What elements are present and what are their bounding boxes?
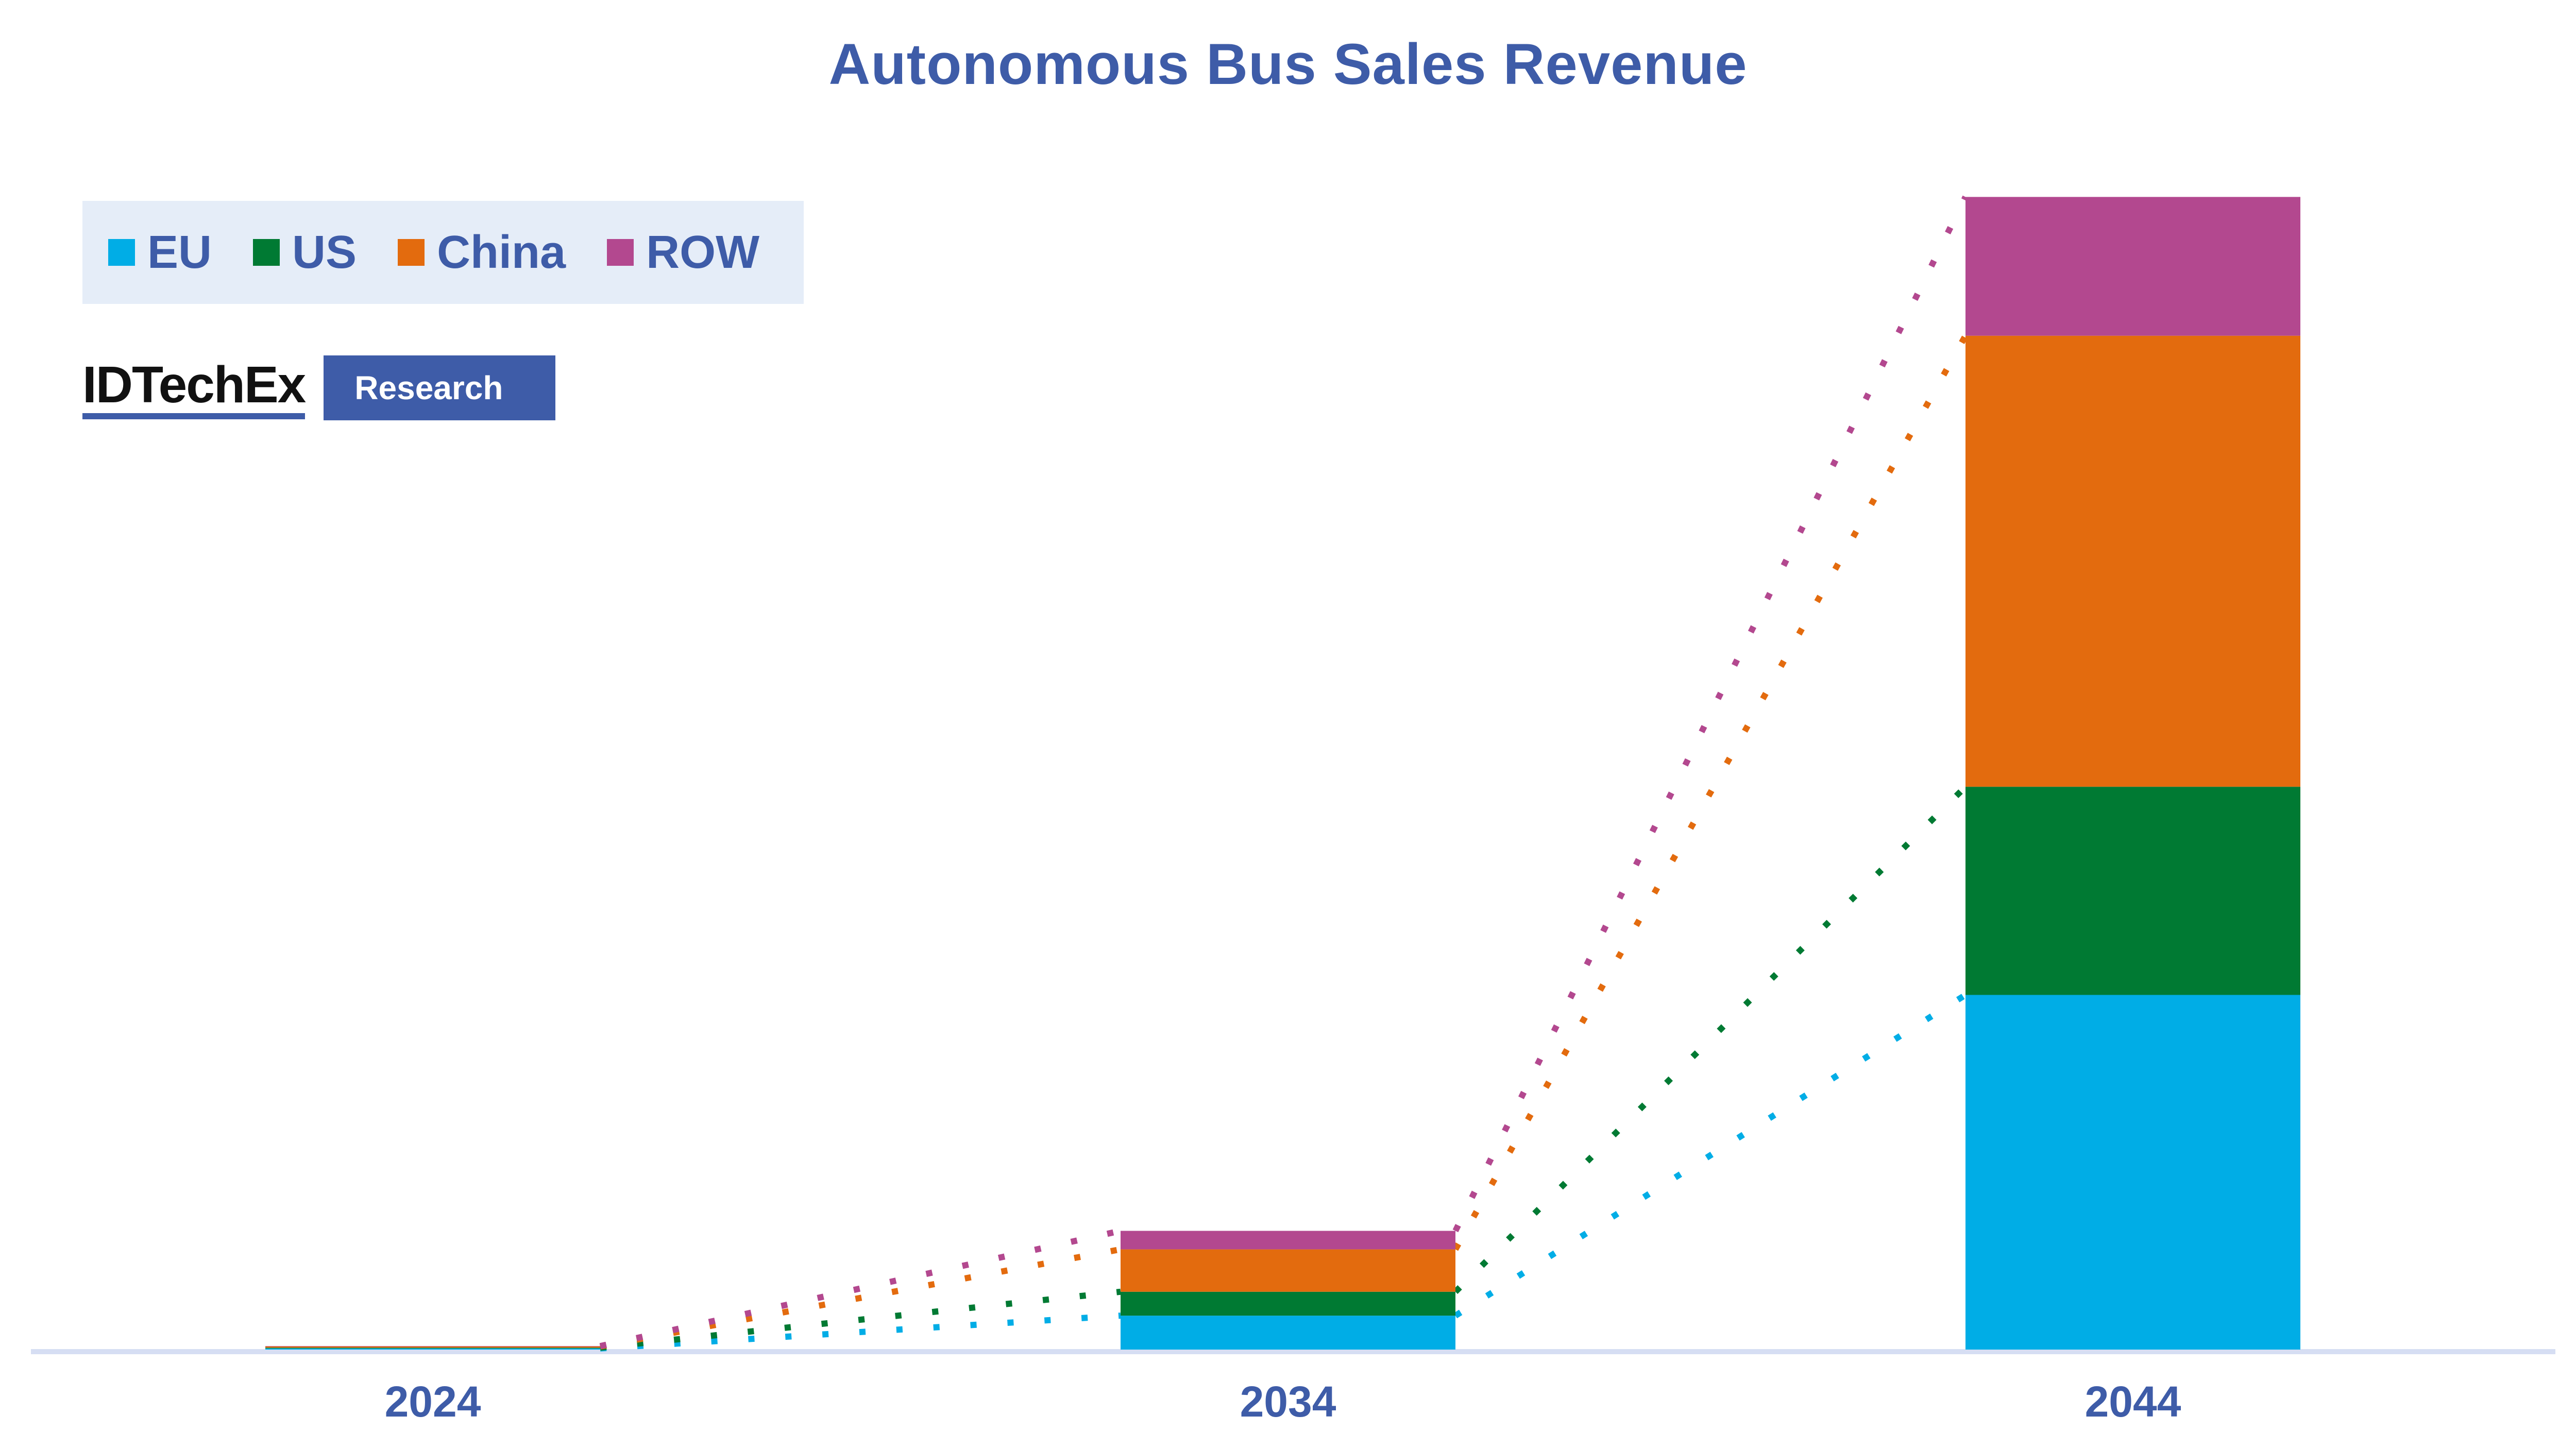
bar-2034-china[interactable] xyxy=(1121,1249,1455,1292)
bar-2024-eu[interactable] xyxy=(265,1348,600,1350)
legend-swatch xyxy=(108,239,135,266)
legend-item-eu[interactable]: EU xyxy=(108,226,212,279)
legend-label: US xyxy=(292,226,357,278)
bar-2044-china[interactable] xyxy=(1965,335,2300,787)
bar-2034-eu[interactable] xyxy=(1121,1316,1455,1350)
trend-line-row xyxy=(599,1228,1122,1350)
trend-line-us xyxy=(600,1288,1121,1351)
trend-line-eu xyxy=(1453,992,1968,1319)
research-badge: Research xyxy=(324,355,556,420)
legend-item-us[interactable]: US xyxy=(253,226,357,279)
bar-2044-eu[interactable] xyxy=(1965,995,2300,1350)
bar-2024-china[interactable] xyxy=(265,1346,600,1348)
x-tick-label: 2024 xyxy=(385,1377,481,1426)
legend-swatch xyxy=(398,239,425,266)
legend-label: EU xyxy=(147,226,212,278)
bar-2044-us[interactable] xyxy=(1965,787,2300,995)
trend-line-china xyxy=(599,1246,1122,1350)
chart-title: Autonomous Bus Sales Revenue xyxy=(828,32,1748,96)
legend-swatch xyxy=(607,239,634,266)
bar-2034-us[interactable] xyxy=(1121,1291,1455,1316)
legend: EU US China ROW xyxy=(82,201,804,304)
x-tick-label: 2034 xyxy=(1240,1377,1336,1426)
x-tick-label: 2044 xyxy=(2085,1377,2181,1426)
legend-swatch xyxy=(253,239,280,266)
trend-line-row xyxy=(1452,195,1969,1233)
trend-line-eu xyxy=(600,1312,1121,1352)
legend-item-china[interactable]: China xyxy=(398,226,566,279)
legend-label: ROW xyxy=(646,226,760,278)
trend-line-china xyxy=(1452,334,1969,1251)
legend-item-row[interactable]: ROW xyxy=(607,226,759,279)
bar-2034-row[interactable] xyxy=(1121,1231,1455,1250)
legend-label: China xyxy=(437,226,566,278)
trend-line-us xyxy=(1453,785,1968,1294)
branding: IDTechEx Research xyxy=(82,355,556,420)
idtechex-logo: IDTechEx xyxy=(82,356,306,419)
bar-2044-row[interactable] xyxy=(1965,197,2300,336)
